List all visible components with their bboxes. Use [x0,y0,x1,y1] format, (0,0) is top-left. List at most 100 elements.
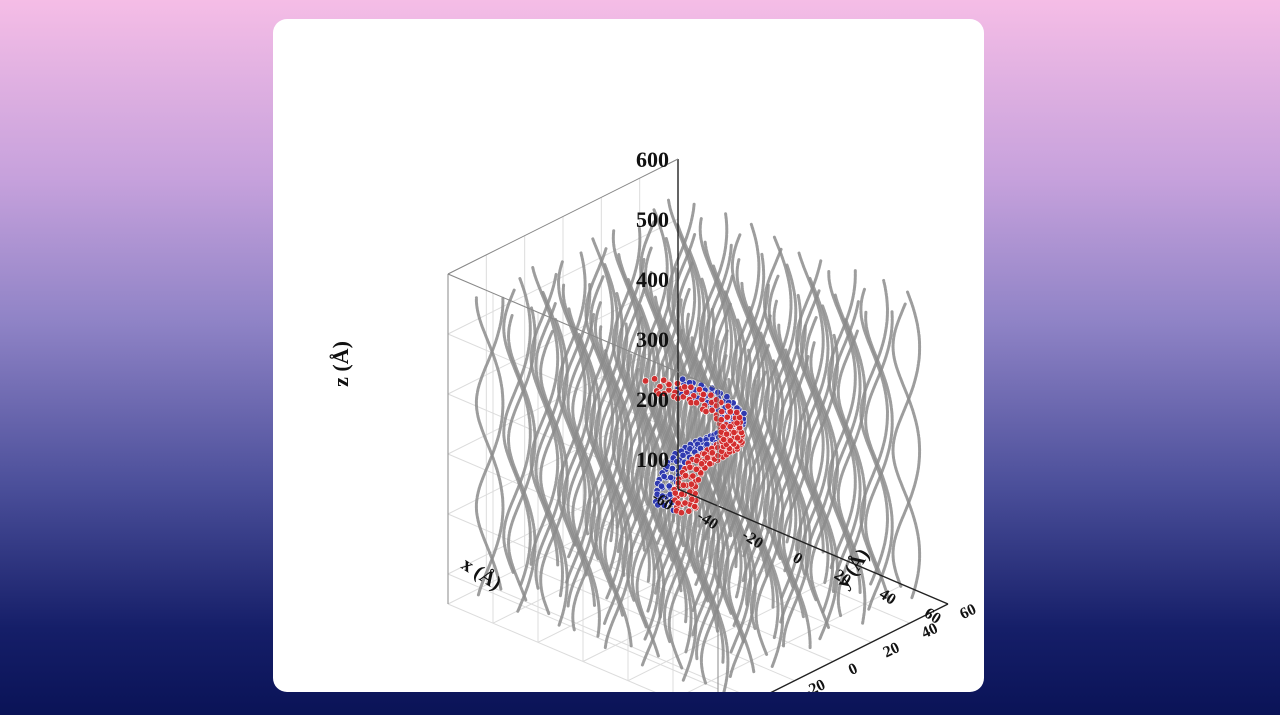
helix-bead [694,476,702,484]
x-tick-label: 60 [921,605,944,628]
box-edge [447,158,679,275]
tick-labels: 100200300400500600-60-40-200204060-60-40… [636,147,979,692]
gray-strand [506,314,537,602]
helix-bead [687,480,695,488]
helix-bead [657,482,665,490]
wall-grid-line [447,573,719,690]
helix-bead [658,492,666,500]
z-tick-label: 100 [636,447,669,472]
helix-bead [723,430,731,438]
gray-strand [754,359,785,668]
helix-bead [682,472,690,480]
gray-strand [529,265,560,567]
gray-strand [781,355,812,648]
gray-strand [763,235,793,544]
gray-strand [603,349,634,648]
gray-strand [474,296,505,591]
helix-bead [685,507,693,515]
gray-strand [566,307,597,607]
gray-strand [809,341,840,629]
helix-bead [660,472,668,480]
helix-bead [733,419,741,427]
helix-bead [660,501,668,509]
gray-strand [735,258,766,548]
floor-grid-line [486,584,740,692]
z-axis-label: z (Å) [328,341,353,387]
helix-bead [677,509,685,517]
y-axis-line [770,603,949,692]
helix-bead [671,489,679,497]
helix-bead [668,464,676,472]
helix-bead [712,402,720,410]
z-tick-label: 600 [636,147,669,172]
gray-strand [749,331,780,640]
helix-bead [698,460,706,468]
gray-strand [616,257,647,554]
gray-strand [864,310,894,604]
helix-bead [712,396,720,404]
gray-strand [506,306,537,613]
helix-bead [691,502,699,510]
helix-bead [686,463,694,471]
gray-strand [502,277,532,586]
helix-bead [687,383,695,391]
gray-strand [474,296,505,597]
helix-bead [733,408,741,416]
helix-bead [674,499,682,507]
x-tick-label: 20 [831,566,854,589]
helix-bead [723,393,731,401]
helix-bead [740,409,748,417]
y-tick-label: 0 [846,660,860,679]
gray-strand [539,329,569,616]
gray-strand [795,259,825,552]
axes [447,158,949,692]
gray-strand [598,325,629,617]
helix-bead [681,499,689,507]
gray-strand [772,299,803,589]
gray-strand [767,263,798,573]
gray-strand [626,316,656,602]
z-tick-label: 300 [636,327,669,352]
gray-strand [589,275,619,561]
gray-strand [864,309,894,611]
y-tick-label: 40 [919,620,941,642]
z-tick-label: 500 [636,207,669,232]
helix-bead [720,436,728,444]
gray-strand [571,332,601,638]
gray-strand [534,302,565,590]
x-tick-label: 40 [876,586,899,609]
gray-strand [616,253,647,552]
gray-strand [781,347,812,650]
helix-bead [665,381,673,389]
z-tick-label: 200 [636,387,669,412]
helix-bead [689,472,697,480]
y-tick-label: 20 [881,639,903,661]
helix-bead [679,481,687,489]
gray-strand [648,267,679,571]
helix-bead [681,383,689,391]
wall-grid-line [447,513,719,630]
helix-bead [703,454,711,462]
gray-strand [831,299,862,593]
gray-strand [598,322,629,625]
helix-bead [695,385,703,393]
gray-strand [571,342,601,632]
helix-bead [706,460,714,468]
helix-bead [660,390,668,398]
helix-bead [665,482,673,490]
gray-strand [626,304,656,613]
helix-bead [641,377,649,385]
gray-strand [891,302,922,588]
box-edge [447,273,719,390]
helix-bead [667,473,675,481]
gray-strand [589,263,619,572]
gray-strand [667,373,698,682]
gray-strand [859,278,890,586]
y-tick-label: -20 [802,676,829,692]
helix-bead [692,465,700,473]
x-axis-line [677,488,949,605]
helix-bead [651,375,659,383]
gray-strand [534,290,565,598]
helix-bead [679,451,687,459]
gray-strands [474,198,922,692]
